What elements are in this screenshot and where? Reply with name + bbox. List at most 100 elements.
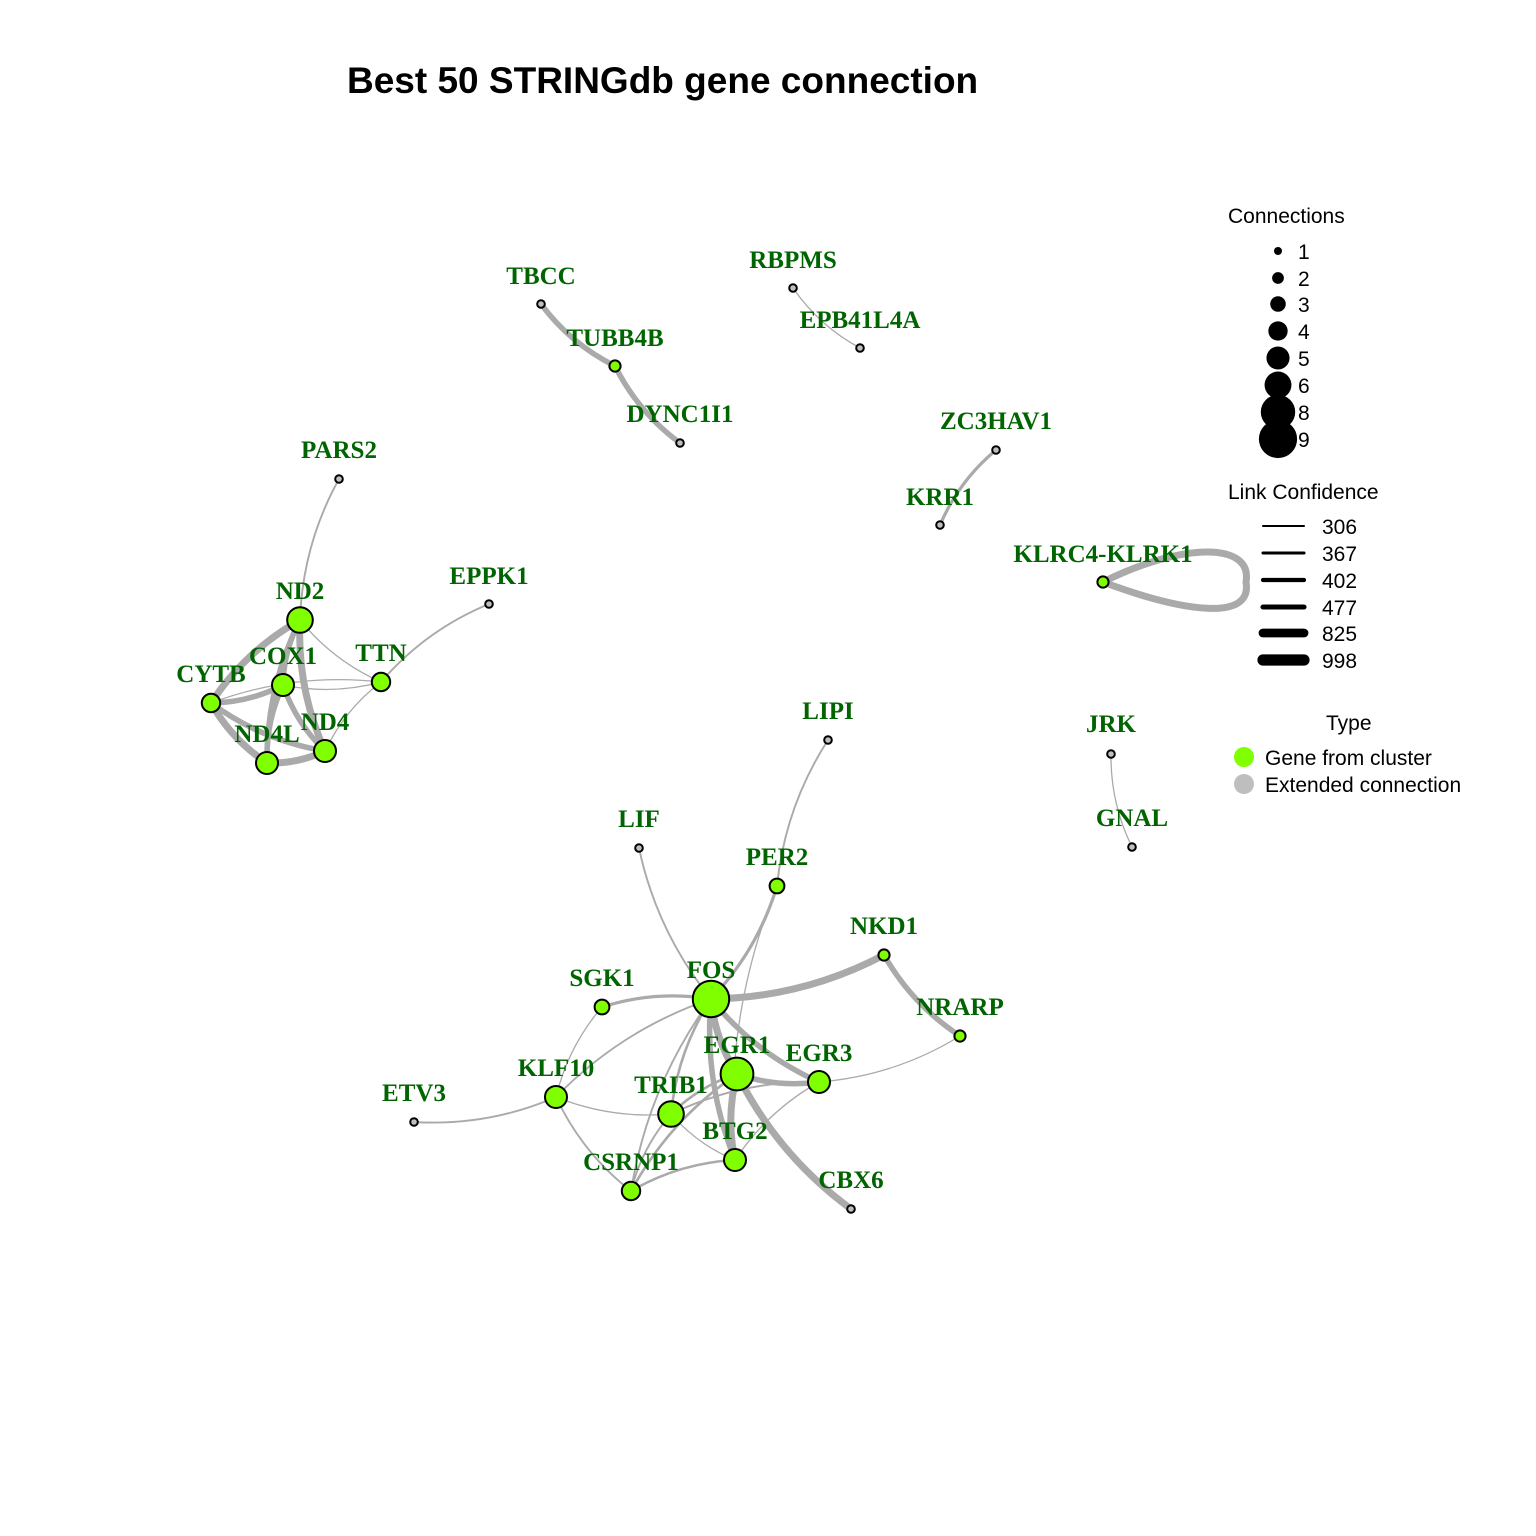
node-label-klrc4-klrk1: KLRC4-KLRK1	[1013, 541, 1192, 568]
legend-link-label: 477	[1322, 597, 1357, 620]
legend-type-swatch	[1234, 747, 1254, 767]
node-dync1i1[interactable]	[675, 438, 685, 448]
edge-fos-klf10	[555, 998, 712, 1098]
node-zc3hav1[interactable]	[991, 445, 1001, 455]
node-cox1[interactable]	[271, 673, 295, 697]
edge-lif-fos	[638, 847, 712, 1000]
edge-nkd1-nrarp	[881, 952, 963, 1039]
node-ttn[interactable]	[370, 671, 392, 693]
node-fos[interactable]	[691, 979, 731, 1019]
legend-connections-symbol	[1264, 371, 1292, 399]
node-label-nd4l: ND4L	[234, 721, 299, 748]
legend-connections-symbol	[1260, 394, 1296, 430]
node-label-jrk: JRK	[1086, 711, 1137, 738]
edge-per2-btg2	[732, 885, 778, 1161]
edge-egr3-btg2	[734, 1081, 820, 1161]
node-label-zc3hav1: ZC3HAV1	[940, 408, 1052, 435]
legend-link-confidence: 306 367 402 477 825 998	[1257, 516, 1357, 673]
node-label-rbpms: RBPMS	[749, 247, 837, 274]
node-label-gnal: GNAL	[1096, 805, 1168, 832]
edge-nd2-cytb	[207, 616, 304, 707]
legend-connections-symbol	[1270, 296, 1286, 312]
legend-connections-label: 5	[1298, 348, 1310, 371]
edge-tbcc-tubb4b	[538, 301, 618, 369]
nodes-layer	[200, 283, 1137, 1214]
edge-eppk1-ttn	[380, 603, 490, 683]
legend-connections-label: 1	[1298, 241, 1310, 264]
legend-connections-title: Connections	[1228, 205, 1345, 228]
node-per2[interactable]	[768, 877, 786, 895]
legend-link-title: Link Confidence	[1228, 481, 1379, 504]
node-label-cox1: COX1	[249, 643, 317, 670]
node-krr1[interactable]	[935, 520, 945, 530]
node-klrc4-klrk1[interactable]	[1096, 575, 1110, 589]
node-tbcc[interactable]	[536, 299, 546, 309]
legend-connections-label: 6	[1298, 375, 1310, 398]
edge-etv3-klf10	[413, 1096, 557, 1124]
node-label-ttn: TTN	[355, 640, 406, 667]
legend-type-title: Type	[1326, 712, 1372, 735]
legend-connections-label: 9	[1298, 429, 1310, 452]
node-lif[interactable]	[634, 843, 644, 853]
node-lipi[interactable]	[823, 735, 833, 745]
edge-pars2-nd2	[299, 478, 340, 621]
node-label-sgk1: SGK1	[569, 965, 634, 992]
node-label-tubb4b: TUBB4B	[566, 325, 663, 352]
node-tubb4b[interactable]	[608, 359, 622, 373]
node-label-cbx6: CBX6	[818, 1167, 883, 1194]
node-jrk[interactable]	[1106, 749, 1116, 759]
node-label-epb41l4a: EPB41L4A	[800, 307, 921, 334]
node-sgk1[interactable]	[593, 998, 611, 1016]
edge-rbpms-epb41l4a	[792, 287, 861, 349]
node-nd4l[interactable]	[255, 751, 279, 775]
node-rbpms[interactable]	[788, 283, 798, 293]
node-pars2[interactable]	[334, 474, 344, 484]
edge-fos-nkd1	[707, 951, 888, 1003]
node-egr3[interactable]	[807, 1070, 831, 1094]
node-label-egr1: EGR1	[704, 1032, 771, 1059]
legend-link-label: 825	[1322, 623, 1357, 646]
edge-zc3hav1-krr1	[938, 448, 998, 527]
node-epb41l4a[interactable]	[855, 343, 865, 353]
node-label-eppk1: EPPK1	[449, 563, 528, 590]
node-btg2[interactable]	[723, 1148, 747, 1172]
diagram-title: Best 50 STRINGdb gene connection	[347, 60, 978, 101]
legend-connections-label: 2	[1298, 268, 1310, 291]
node-nkd1[interactable]	[877, 948, 891, 962]
node-label-cytb: CYTB	[176, 661, 245, 688]
edge-egr3-nrarp	[818, 1035, 961, 1083]
legend-connections-symbol	[1258, 419, 1298, 459]
legend-link-label: 306	[1322, 516, 1357, 539]
node-label-lipi: LIPI	[802, 698, 853, 725]
node-nd2[interactable]	[286, 606, 314, 634]
node-csrnp1[interactable]	[620, 1180, 642, 1202]
node-etv3[interactable]	[409, 1117, 419, 1127]
legend-connections-label: 3	[1298, 294, 1310, 317]
node-cytb[interactable]	[200, 692, 222, 714]
edge-cytb-nd4	[208, 700, 328, 754]
edge-lipi-per2	[776, 739, 829, 887]
node-nd4[interactable]	[313, 739, 337, 763]
node-egr1[interactable]	[719, 1056, 755, 1092]
node-trib1[interactable]	[657, 1100, 685, 1128]
legend-type-swatch	[1234, 774, 1254, 794]
node-label-dync1i1: DYNC1I1	[627, 401, 734, 428]
edge-cox1-ttn	[282, 681, 382, 691]
node-label-nd2: ND2	[276, 578, 325, 605]
edge-nd2-nd4	[296, 616, 329, 755]
legend-type-label: Gene from cluster	[1265, 747, 1432, 770]
edge-egr1-cbx6	[733, 1070, 855, 1213]
edge-jrk-gnal	[1110, 753, 1133, 848]
node-label-nd4: ND4	[301, 709, 350, 736]
node-label-klf10: KLF10	[518, 1055, 594, 1082]
node-cbx6[interactable]	[846, 1204, 856, 1214]
legend-connections-label: 4	[1298, 321, 1310, 344]
node-nrarp[interactable]	[953, 1029, 967, 1043]
node-gnal[interactable]	[1127, 842, 1137, 852]
node-label-nrarp: NRARP	[916, 994, 1004, 1021]
node-label-csrnp1: CSRNP1	[583, 1149, 679, 1176]
node-eppk1[interactable]	[484, 599, 494, 609]
legend-connections-symbol	[1266, 346, 1290, 370]
node-klf10[interactable]	[544, 1085, 568, 1109]
